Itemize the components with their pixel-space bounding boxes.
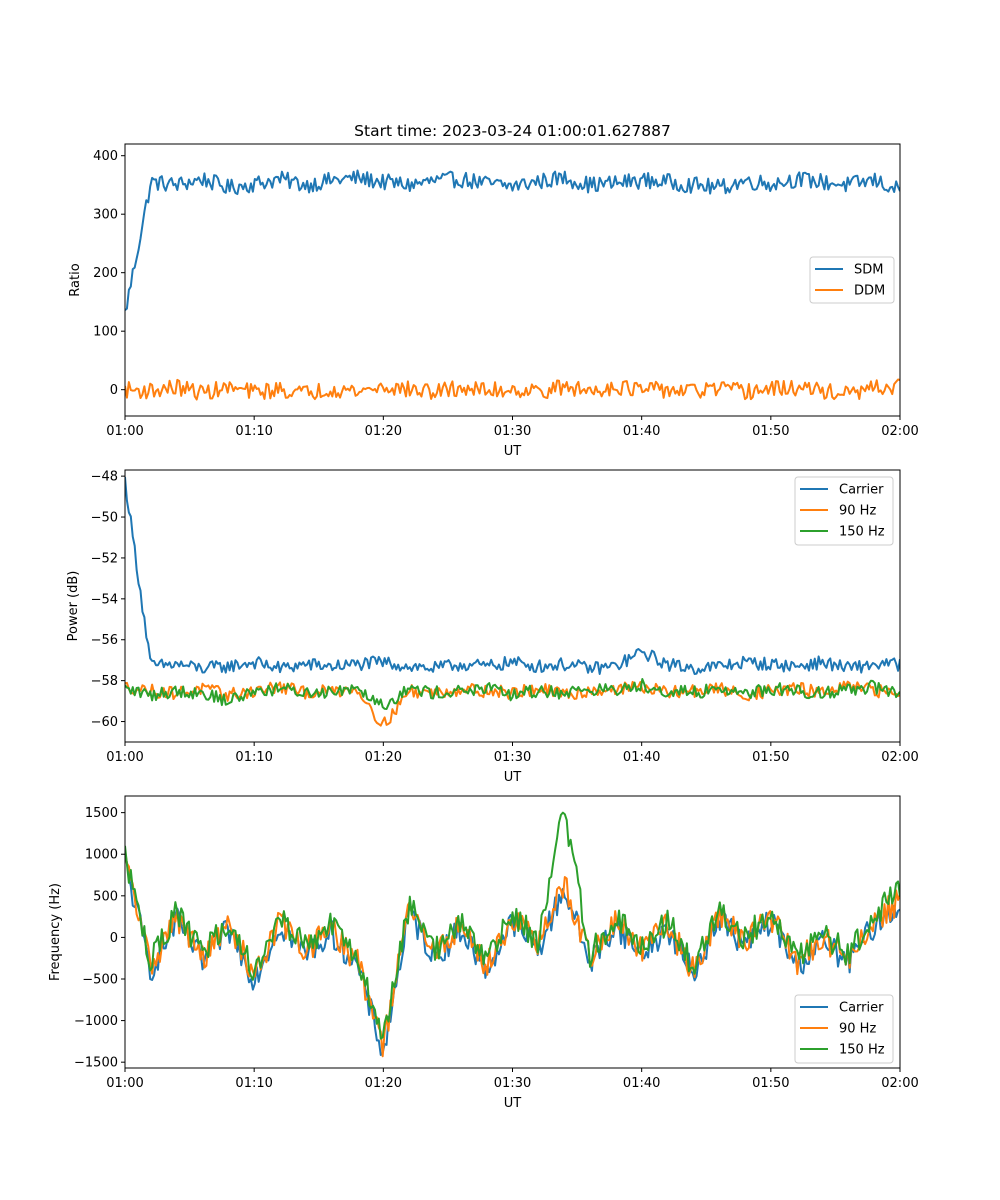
y-tick-label: 1000 <box>85 848 118 863</box>
x-tick-label: 01:50 <box>752 1076 789 1091</box>
x-axis-label: UT <box>504 770 522 785</box>
x-tick-label: 01:40 <box>623 1076 660 1091</box>
y-tick-label: −1000 <box>74 1014 118 1029</box>
y-tick-label: −52 <box>91 551 118 566</box>
y-tick-label: −54 <box>91 592 118 607</box>
chart-2: 01:00 01:10 01:20 01:30 01:40 01:50 02:00 −60 −5… <box>66 469 919 785</box>
y-tick-label: −60 <box>91 715 118 730</box>
x-tick-label: 01:20 <box>365 424 402 439</box>
x-tick-label: 01:30 <box>494 424 531 439</box>
x-tick-label: 01:10 <box>235 1076 272 1091</box>
y-axis-label: Ratio <box>68 263 83 296</box>
x-tick-label: 02:00 <box>881 750 918 765</box>
legend-label: Carrier <box>839 1001 884 1016</box>
x-tick-label: 01:10 <box>235 750 272 765</box>
legend: Carrier 90 Hz 150 Hz <box>794 476 894 546</box>
y-tick-label: 1500 <box>85 806 118 821</box>
x-tick-label: 01:40 <box>623 424 660 439</box>
legend-label: 150 Hz <box>839 1043 885 1058</box>
y-tick-label: 200 <box>93 266 118 281</box>
series-line-90-hz <box>125 680 900 727</box>
x-tick-label: 01:00 <box>106 424 143 439</box>
series-line-sdm <box>125 169 900 311</box>
x-tick-label: 02:00 <box>881 424 918 439</box>
legend-box <box>794 476 894 546</box>
y-axis-label: Power (dB) <box>66 571 81 642</box>
figure-title: Start time: 2023-03-24 01:00:01.627887 <box>354 122 671 140</box>
series-group <box>125 476 900 727</box>
y-tick-label: 0 <box>110 931 118 946</box>
legend-label: 90 Hz <box>839 1022 876 1037</box>
series-line-150-hz <box>125 678 900 711</box>
y-tick-label: −48 <box>91 470 118 485</box>
y-tick-label: −56 <box>91 633 118 648</box>
chart-3: 01:00 01:10 01:20 01:30 01:40 01:50 02:00 −1500… <box>48 795 919 1111</box>
legend-box <box>794 994 894 1064</box>
y-tick-label: 100 <box>93 325 118 340</box>
legend-label: DDM <box>854 284 885 299</box>
y-tick-label: −500 <box>82 972 118 987</box>
y-tick-label: −58 <box>91 674 118 689</box>
x-tick-label: 02:00 <box>881 1076 918 1091</box>
x-tick-label: 01:30 <box>494 1076 531 1091</box>
plot-area <box>125 470 900 742</box>
legend: SDM DDM <box>809 256 895 304</box>
y-tick-label: 300 <box>93 208 118 223</box>
plot-area <box>125 796 900 1068</box>
x-tick-label: 01:00 <box>106 1076 143 1091</box>
legend: Carrier 90 Hz 150 Hz <box>794 994 894 1064</box>
series-line-ddm <box>125 378 900 401</box>
chart-1: 01:00 01:10 01:20 01:30 01:40 01:50 02:00 0 100 2… <box>68 143 919 459</box>
x-tick-label: 01:50 <box>752 424 789 439</box>
x-axis-label: UT <box>504 444 522 459</box>
legend-label: Carrier <box>839 483 884 498</box>
x-tick-label: 01:20 <box>365 750 402 765</box>
x-axis-label: UT <box>504 1096 522 1111</box>
series-line-carrier <box>125 476 900 676</box>
y-axis-label: Frequency (Hz) <box>48 883 63 981</box>
y-tick-label: −1500 <box>74 1056 118 1071</box>
x-tick-label: 01:30 <box>494 750 531 765</box>
series-group <box>125 811 900 1058</box>
x-tick-label: 01:20 <box>365 1076 402 1091</box>
x-tick-label: 01:10 <box>235 424 272 439</box>
legend-label: SDM <box>854 263 883 278</box>
legend-label: 150 Hz <box>839 525 885 540</box>
series-group <box>125 169 900 401</box>
series-line-150-hz <box>125 811 900 1040</box>
y-tick-label: −50 <box>91 511 118 526</box>
x-tick-label: 01:00 <box>106 750 143 765</box>
x-tick-label: 01:40 <box>623 750 660 765</box>
plots-container: 01:00 01:10 01:20 01:30 01:40 01:50 02:00 0 100 2… <box>48 143 919 1111</box>
y-tick-label: 400 <box>93 149 118 164</box>
x-tick-label: 01:50 <box>752 750 789 765</box>
y-tick-label: 500 <box>93 889 118 904</box>
y-tick-label: 0 <box>110 383 118 398</box>
legend-label: 90 Hz <box>839 504 876 519</box>
